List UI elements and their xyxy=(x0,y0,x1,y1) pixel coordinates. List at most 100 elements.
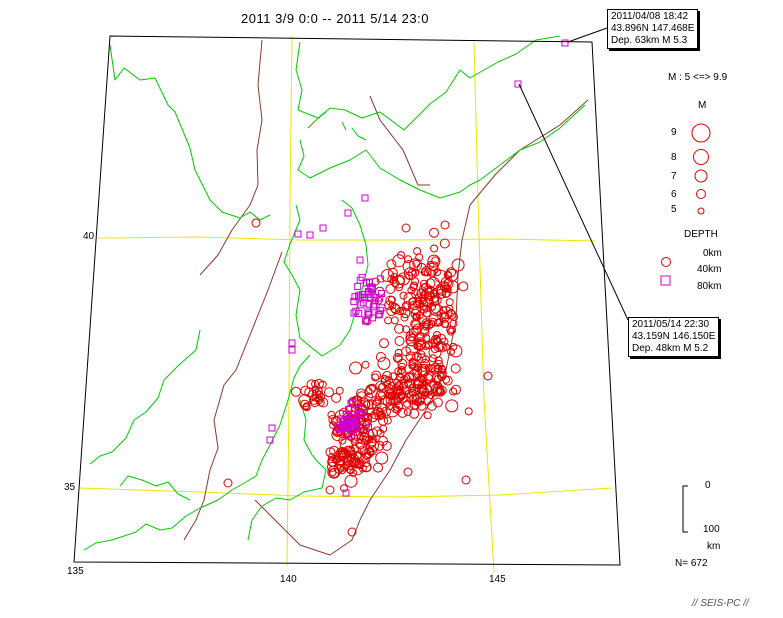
event-shallow xyxy=(436,368,447,379)
event-shallow xyxy=(412,259,421,268)
event-shallow xyxy=(316,398,325,407)
event-shallow xyxy=(408,358,419,369)
event-shallow xyxy=(374,395,383,404)
event-shallow xyxy=(436,309,447,320)
event-shallow xyxy=(371,399,382,410)
event-shallow xyxy=(307,389,318,400)
event-shallow xyxy=(343,456,357,470)
callout-2-coords: 43.159N 146.150E xyxy=(632,331,716,342)
event-shallow xyxy=(451,384,461,395)
event-shallow xyxy=(395,283,404,292)
event-shallow xyxy=(336,463,345,472)
plate-boundaries xyxy=(183,39,589,556)
lat-lon-grid xyxy=(79,35,613,573)
event-shallow xyxy=(424,340,433,349)
event-shallow xyxy=(385,402,394,411)
event-shallow xyxy=(402,260,416,274)
event-shallow xyxy=(431,295,442,306)
coast-noto xyxy=(89,329,201,465)
event-shallow xyxy=(385,284,396,294)
event-shallow xyxy=(318,397,329,408)
legend-depth-40: 40km xyxy=(697,264,722,275)
event-shallow xyxy=(349,468,358,477)
event-shallow xyxy=(364,385,378,399)
event-shallow xyxy=(396,372,405,381)
event-deep xyxy=(367,293,375,301)
event-deep xyxy=(356,256,364,264)
event-deep xyxy=(358,273,366,281)
legend-mag-5: 5 xyxy=(671,204,677,215)
legend-mag-symbol-9 xyxy=(691,123,711,143)
event-shallow xyxy=(377,382,388,393)
event-shallow xyxy=(429,227,439,238)
plate-boundary-west-a xyxy=(199,39,263,276)
legend-mag-symbol-5 xyxy=(697,207,705,215)
event-shallow xyxy=(400,313,409,322)
event-shallow xyxy=(449,387,458,396)
event-shallow xyxy=(311,389,322,400)
event-shallow xyxy=(413,300,421,309)
event-shallow xyxy=(383,416,392,425)
event-shallow xyxy=(451,258,465,272)
event-deep xyxy=(378,304,386,312)
event-shallow xyxy=(422,309,431,318)
coast-continent xyxy=(109,44,271,221)
coast-islet-a xyxy=(307,111,327,129)
event-shallow xyxy=(353,452,362,460)
callout-leaders xyxy=(518,27,629,321)
event-shallow xyxy=(378,415,388,426)
event-shallow xyxy=(329,445,340,456)
callout-1-depth-mag: Dep. 63km M 5.3 xyxy=(611,35,688,46)
event-shallow xyxy=(300,385,311,396)
lat-label-40: 40 xyxy=(83,231,95,242)
event-shallow xyxy=(380,374,389,383)
plate-boundary-west-b xyxy=(183,251,283,541)
event-deep xyxy=(349,398,357,406)
event-shallow xyxy=(397,272,411,286)
event-shallow xyxy=(328,456,339,467)
event-shallow xyxy=(422,304,431,313)
event-shallow xyxy=(349,361,363,375)
scale-bottom-label: 100 xyxy=(703,524,720,535)
event-shallow xyxy=(302,403,311,412)
event-deep xyxy=(337,426,345,434)
event-deep xyxy=(266,436,274,444)
event-shallow xyxy=(433,337,442,345)
scale-top-label: 0 xyxy=(705,480,711,491)
event-shallow xyxy=(393,381,404,391)
event-shallow xyxy=(339,449,353,463)
event-shallow xyxy=(365,392,374,401)
event-count: N= 672 xyxy=(675,558,708,569)
event-shallow xyxy=(331,393,342,403)
coast-hokkaido-south xyxy=(297,104,586,199)
event-shallow xyxy=(430,382,444,396)
callout-1-coords: 43.896N 147.468E xyxy=(611,23,695,34)
event-shallow xyxy=(444,271,453,280)
event-shallow xyxy=(448,326,457,335)
event-deep xyxy=(347,411,355,419)
coast-islet-b xyxy=(341,121,347,131)
event-shallow xyxy=(370,409,381,420)
event-shallow xyxy=(387,267,398,278)
event-shallow xyxy=(386,391,395,400)
event-shallow xyxy=(400,381,409,390)
event-shallow xyxy=(378,411,386,420)
event-shallow xyxy=(426,285,435,294)
event-shallow xyxy=(366,436,377,447)
event-deep xyxy=(361,194,369,202)
event-shallow xyxy=(390,316,399,325)
event-shallow xyxy=(423,373,434,384)
event-shallow xyxy=(339,463,348,472)
event-shallow xyxy=(379,338,389,349)
event-shallow xyxy=(430,244,439,253)
event-shallow xyxy=(310,399,319,408)
legend-m-header: M xyxy=(698,100,707,111)
event-shallow xyxy=(395,388,406,399)
event-shallow xyxy=(414,332,425,343)
event-shallow xyxy=(394,336,405,346)
event-shallow xyxy=(428,269,436,278)
event-shallow xyxy=(446,267,456,278)
event-shallow xyxy=(440,220,450,230)
event-shallow xyxy=(441,287,452,298)
